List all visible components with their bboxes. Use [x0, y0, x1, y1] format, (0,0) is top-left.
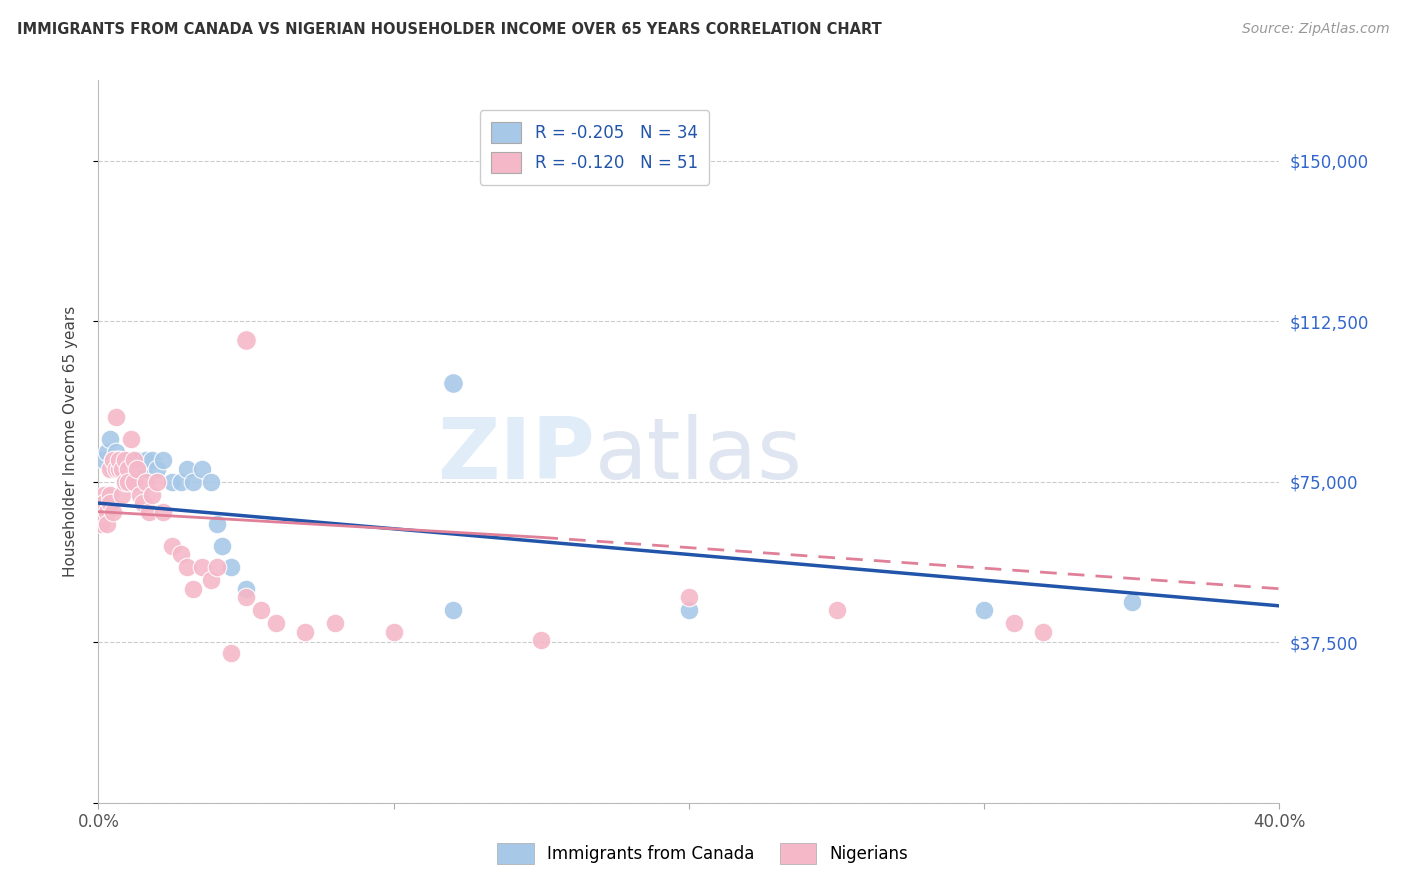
Point	[103, 462, 125, 476]
Point	[108, 453, 131, 467]
Point	[103, 453, 125, 467]
Legend: R = -0.205   N = 34, R = -0.120   N = 51: R = -0.205 N = 34, R = -0.120 N = 51	[479, 111, 710, 185]
Point	[825, 603, 848, 617]
Point	[152, 453, 174, 467]
Point	[176, 560, 198, 574]
Point	[120, 475, 142, 489]
Point	[146, 462, 169, 476]
Point	[114, 453, 136, 467]
Text: IMMIGRANTS FROM CANADA VS NIGERIAN HOUSEHOLDER INCOME OVER 65 YEARS CORRELATION : IMMIGRANTS FROM CANADA VS NIGERIAN HOUSE…	[17, 22, 882, 37]
Point	[105, 453, 128, 467]
Point	[105, 444, 128, 458]
Point	[122, 462, 145, 476]
Point	[108, 453, 131, 467]
Point	[117, 453, 139, 467]
Point	[120, 432, 142, 446]
Point	[191, 560, 214, 574]
Point	[114, 475, 136, 489]
Point	[176, 462, 198, 476]
Point	[96, 517, 118, 532]
Point	[235, 591, 257, 605]
Point	[135, 475, 157, 489]
Point	[141, 453, 163, 467]
Point	[98, 432, 121, 446]
Point	[96, 505, 118, 519]
Point	[221, 646, 243, 660]
Text: ZIP: ZIP	[437, 415, 595, 498]
Point	[128, 462, 150, 476]
Legend: Immigrants from Canada, Nigerians: Immigrants from Canada, Nigerians	[491, 837, 915, 871]
Point	[105, 410, 128, 425]
Point	[441, 603, 464, 617]
Point	[125, 462, 148, 476]
Point	[90, 517, 112, 532]
Point	[211, 539, 233, 553]
Point	[152, 505, 174, 519]
Point	[323, 615, 346, 630]
Point	[96, 444, 118, 458]
Point	[98, 487, 121, 501]
Point	[181, 582, 204, 596]
Point	[125, 453, 148, 467]
Point	[162, 475, 183, 489]
Point	[93, 496, 115, 510]
Point	[250, 603, 273, 617]
Point	[441, 376, 464, 391]
Point	[264, 615, 287, 630]
Point	[132, 496, 155, 510]
Point	[98, 496, 121, 510]
Point	[141, 487, 163, 501]
Point	[170, 475, 193, 489]
Point	[93, 487, 115, 501]
Point	[114, 475, 136, 489]
Point	[111, 462, 134, 476]
Point	[111, 487, 134, 501]
Point	[191, 462, 214, 476]
Point	[135, 453, 157, 467]
Point	[205, 517, 228, 532]
Point	[132, 462, 155, 476]
Y-axis label: Householder Income Over 65 years: Householder Income Over 65 years	[63, 306, 77, 577]
Point	[146, 475, 169, 489]
Text: Source: ZipAtlas.com: Source: ZipAtlas.com	[1241, 22, 1389, 37]
Point	[181, 475, 204, 489]
Point	[1032, 624, 1054, 639]
Point	[221, 560, 243, 574]
Point	[108, 462, 131, 476]
Point	[200, 475, 222, 489]
Point	[530, 633, 553, 648]
Point	[382, 624, 405, 639]
Point	[294, 624, 316, 639]
Point	[678, 591, 700, 605]
Point	[678, 603, 700, 617]
Point	[1002, 615, 1025, 630]
Point	[93, 453, 115, 467]
Point	[103, 505, 125, 519]
Point	[1121, 594, 1143, 608]
Point	[200, 573, 222, 587]
Point	[105, 462, 128, 476]
Point	[235, 582, 257, 596]
Point	[98, 462, 121, 476]
Point	[235, 334, 257, 348]
Point	[90, 505, 112, 519]
Point	[117, 475, 139, 489]
Point	[162, 539, 183, 553]
Point	[122, 453, 145, 467]
Point	[205, 560, 228, 574]
Point	[117, 462, 139, 476]
Point	[128, 487, 150, 501]
Point	[111, 462, 134, 476]
Point	[170, 548, 193, 562]
Point	[973, 603, 995, 617]
Point	[138, 505, 160, 519]
Text: atlas: atlas	[595, 415, 803, 498]
Point	[103, 453, 125, 467]
Point	[122, 475, 145, 489]
